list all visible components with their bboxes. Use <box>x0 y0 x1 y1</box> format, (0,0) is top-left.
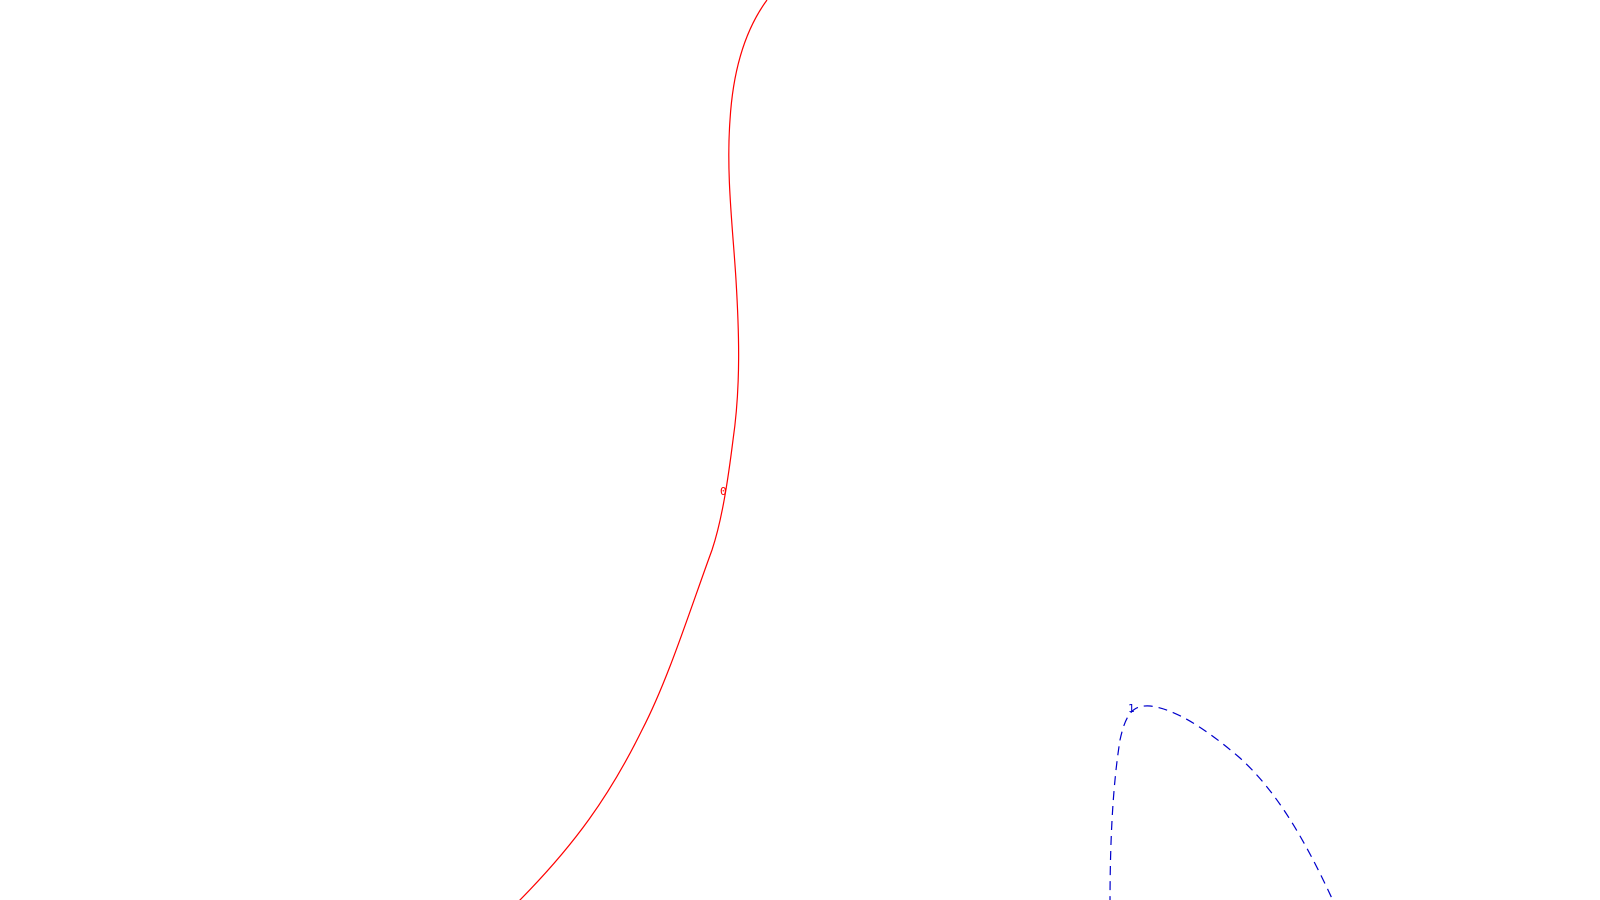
contour-label-1: 1 <box>1128 702 1135 715</box>
contour-line-1 <box>1109 705 1334 900</box>
contour-line-0 <box>519 0 768 900</box>
contour-label-0: 0 <box>720 485 727 498</box>
